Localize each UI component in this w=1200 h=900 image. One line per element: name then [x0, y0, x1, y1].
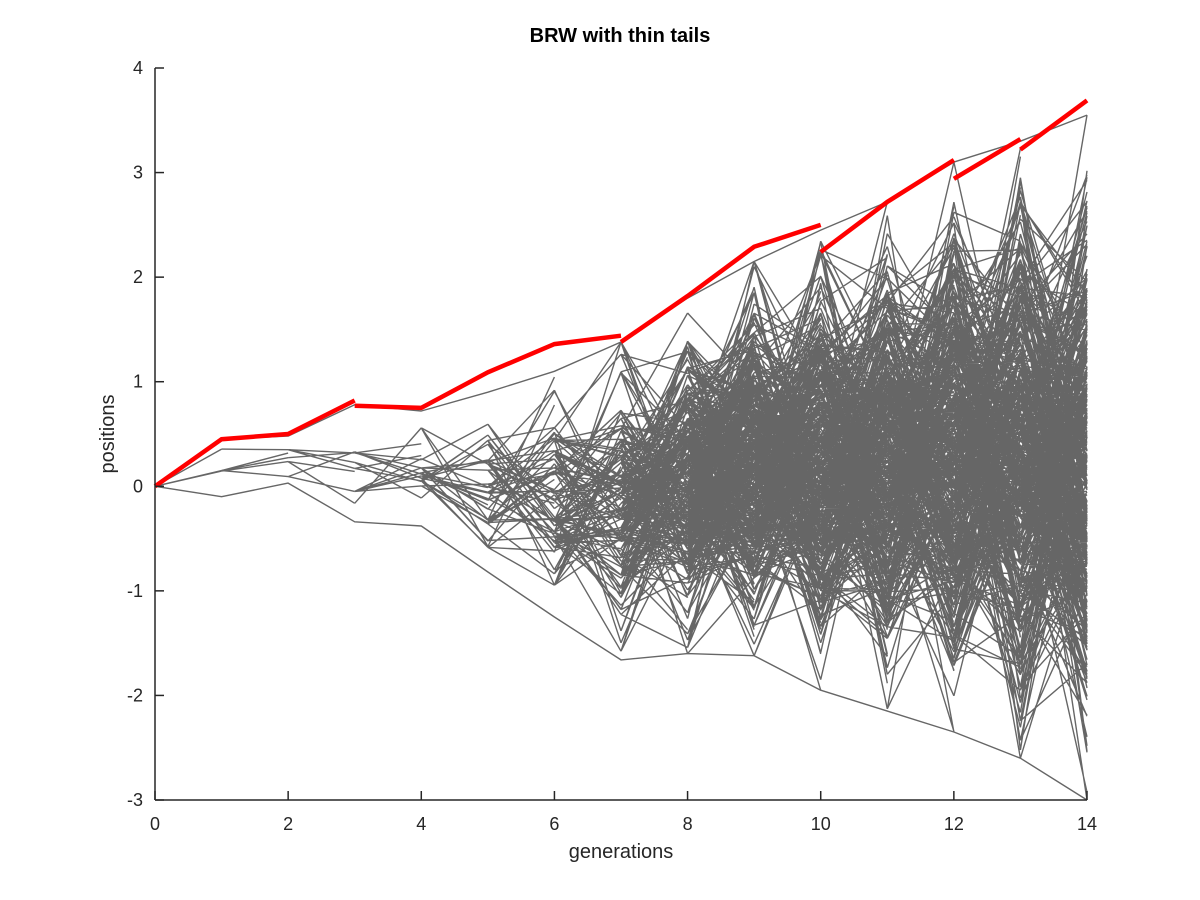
max-path-segment-0: [153, 398, 356, 489]
walk-paths-generation-12: [886, 161, 955, 733]
y-tick-label: 4: [133, 58, 143, 78]
x-tick-label: 6: [549, 814, 559, 834]
y-axis-label: positions: [97, 395, 119, 474]
walk-paths-generation-3: [287, 449, 356, 504]
walk-path-lower: [154, 482, 1088, 801]
x-tick-label: 0: [150, 814, 160, 834]
walk-paths-generation-4: [354, 427, 422, 504]
max-path-segment-5: [1019, 98, 1089, 152]
x-tick-label: 14: [1077, 814, 1097, 834]
y-tick-label: -3: [127, 790, 143, 810]
max-path-layer: [153, 98, 1089, 489]
walk-paths-generation-6: [487, 376, 556, 586]
walk-paths-generation-7: [553, 341, 622, 652]
walk-paths-generation-5: [420, 423, 489, 548]
max-path-segment-1: [354, 333, 622, 411]
x-tick-label: 8: [683, 814, 693, 834]
x-axis-label: generations: [569, 841, 674, 863]
max-path-segment-3: [819, 158, 956, 254]
walk-paths-generation-2: [221, 448, 289, 478]
walk-paths-generation-8: [620, 312, 689, 654]
y-tick-label: 3: [133, 163, 143, 183]
x-tick-label: 10: [811, 814, 831, 834]
x-tick-label: 4: [416, 814, 426, 834]
walk-paths-generation-9: [686, 261, 755, 656]
axes: [154, 68, 1087, 801]
y-tick-label: -2: [127, 685, 143, 705]
y-tick-label: 0: [133, 476, 143, 496]
x-tick-label: 2: [283, 814, 293, 834]
max-path-segment-4: [952, 137, 1022, 181]
max-path-segment-2: [619, 222, 822, 344]
y-tick-label: -1: [127, 581, 143, 601]
y-tick-label: 2: [133, 267, 143, 287]
walk-paths-generation-10: [753, 241, 822, 691]
walk-paths-generation-11: [820, 201, 888, 709]
x-tick-label: 12: [944, 814, 964, 834]
paths-layer: [154, 114, 1088, 801]
walk-paths-generation-13: [953, 148, 1022, 759]
walk-paths-generation-14: [1019, 114, 1088, 801]
y-tick-label: 1: [133, 372, 143, 392]
chart-title: BRW with thin tails: [530, 25, 711, 47]
